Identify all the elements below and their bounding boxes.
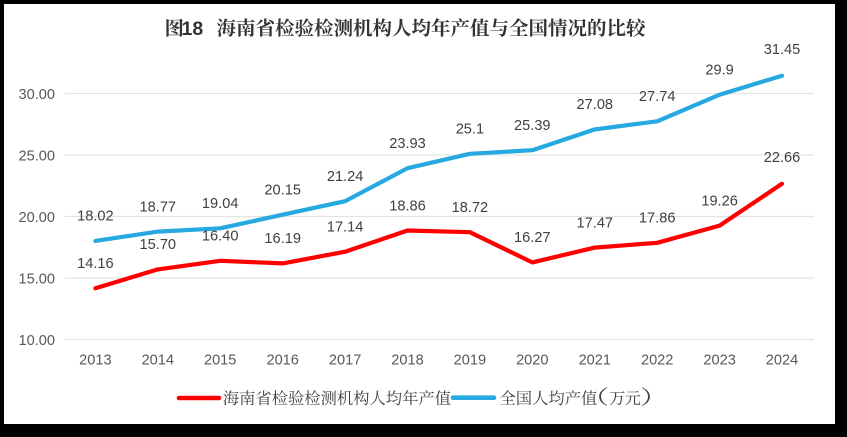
svg-text:2019: 2019 xyxy=(454,352,486,368)
svg-text:2022: 2022 xyxy=(641,352,673,368)
svg-text:27.08: 27.08 xyxy=(577,97,614,113)
svg-text:25.1: 25.1 xyxy=(456,122,484,138)
svg-text:23.93: 23.93 xyxy=(389,136,426,152)
svg-text:18: 18 xyxy=(182,18,204,40)
svg-text:25.39: 25.39 xyxy=(514,118,551,134)
svg-text:19.04: 19.04 xyxy=(202,196,239,212)
svg-text:16.40: 16.40 xyxy=(202,229,239,245)
svg-text:17.86: 17.86 xyxy=(639,211,676,227)
svg-text:17.14: 17.14 xyxy=(327,220,364,236)
svg-text:22.66: 22.66 xyxy=(764,150,801,166)
svg-text:2024: 2024 xyxy=(766,352,798,368)
svg-text:14.16: 14.16 xyxy=(77,256,114,272)
svg-text:16.19: 16.19 xyxy=(264,231,301,247)
svg-text:30.00: 30.00 xyxy=(18,87,55,103)
svg-text:18.86: 18.86 xyxy=(389,198,426,214)
svg-text:25.00: 25.00 xyxy=(18,148,55,164)
svg-text:2017: 2017 xyxy=(329,352,361,368)
svg-text:19.26: 19.26 xyxy=(701,193,738,209)
svg-text:21.24: 21.24 xyxy=(327,169,364,185)
svg-text:27.74: 27.74 xyxy=(639,89,676,105)
svg-text:31.45: 31.45 xyxy=(764,42,801,58)
svg-text:2014: 2014 xyxy=(142,352,174,368)
svg-text:15.70: 15.70 xyxy=(140,237,177,253)
svg-text:10.00: 10.00 xyxy=(18,333,55,349)
svg-text:20.00: 20.00 xyxy=(18,210,55,226)
svg-text:2013: 2013 xyxy=(79,352,111,368)
svg-text:29.9: 29.9 xyxy=(705,63,733,79)
svg-text:18.72: 18.72 xyxy=(452,200,489,216)
svg-text:2015: 2015 xyxy=(204,352,236,368)
svg-text:2018: 2018 xyxy=(391,352,423,368)
svg-text:18.77: 18.77 xyxy=(140,199,177,215)
svg-text:2016: 2016 xyxy=(266,352,298,368)
svg-text:17.47: 17.47 xyxy=(577,215,614,231)
svg-text:2020: 2020 xyxy=(516,352,548,368)
svg-text:2021: 2021 xyxy=(579,352,611,368)
svg-text:20.15: 20.15 xyxy=(264,183,301,199)
svg-text:16.27: 16.27 xyxy=(514,230,551,246)
svg-text:2023: 2023 xyxy=(703,352,735,368)
svg-text:15.00: 15.00 xyxy=(18,271,55,287)
svg-text:18.02: 18.02 xyxy=(77,209,114,225)
